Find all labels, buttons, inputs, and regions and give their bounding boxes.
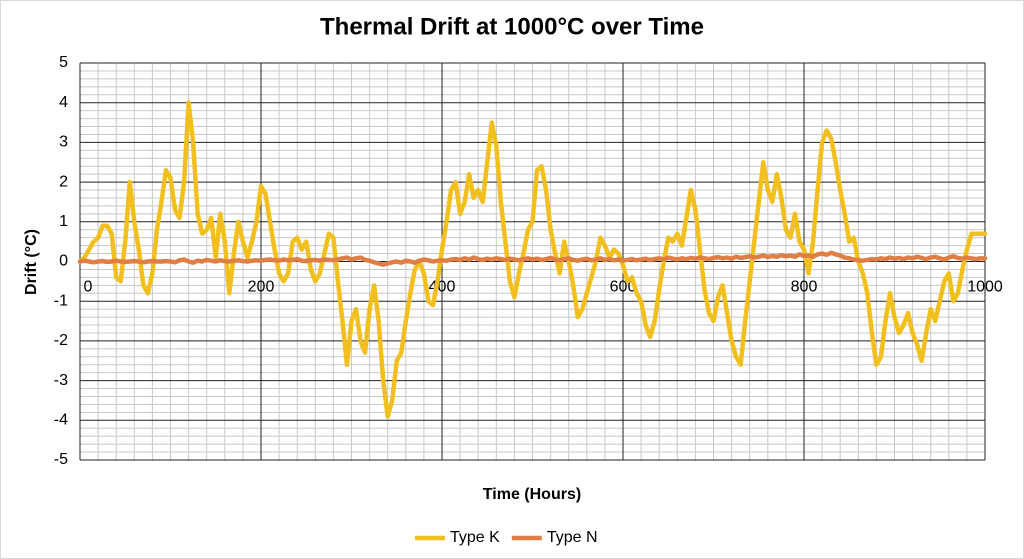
legend: Type K Type N — [415, 529, 598, 546]
y-tick-label: 0 — [59, 253, 68, 270]
x-axis-title: Time (Hours) — [483, 486, 581, 503]
legend-label: Type K — [450, 529, 500, 546]
y-tick-label: 1 — [59, 213, 68, 230]
series-line — [77, 100, 988, 419]
x-tick-label: 600 — [610, 279, 637, 296]
y-tick-label: -3 — [54, 372, 68, 389]
y-tick-label: 3 — [59, 134, 68, 151]
legend-label: Type N — [547, 529, 598, 546]
y-tick-label: 5 — [59, 54, 68, 71]
x-tick-label: 800 — [791, 279, 818, 296]
y-tick-label: -2 — [54, 332, 68, 349]
y-tick-label: 2 — [59, 173, 68, 190]
x-tick-label: 400 — [429, 279, 456, 296]
x-tick-label: 0 — [84, 279, 93, 296]
y-tick-label: -5 — [54, 451, 68, 468]
y-axis-title: Drift (°C) — [23, 229, 40, 295]
chart-title: Thermal Drift at 1000°C over Time — [320, 13, 704, 40]
y-tick-label: 4 — [59, 94, 68, 111]
x-tick-label: 200 — [248, 279, 275, 296]
y-tick-label: -4 — [54, 412, 68, 429]
series-line — [77, 250, 988, 267]
y-tick-label: -1 — [54, 292, 68, 309]
x-tick-label: 1000 — [967, 279, 1003, 296]
